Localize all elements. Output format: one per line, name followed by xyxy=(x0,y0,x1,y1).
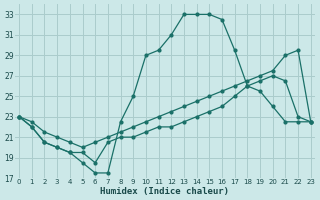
X-axis label: Humidex (Indice chaleur): Humidex (Indice chaleur) xyxy=(100,187,229,196)
